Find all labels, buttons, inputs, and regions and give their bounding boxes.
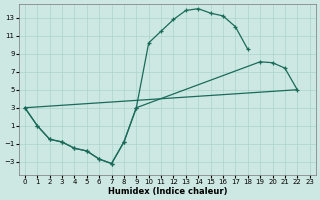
- X-axis label: Humidex (Indice chaleur): Humidex (Indice chaleur): [108, 187, 227, 196]
